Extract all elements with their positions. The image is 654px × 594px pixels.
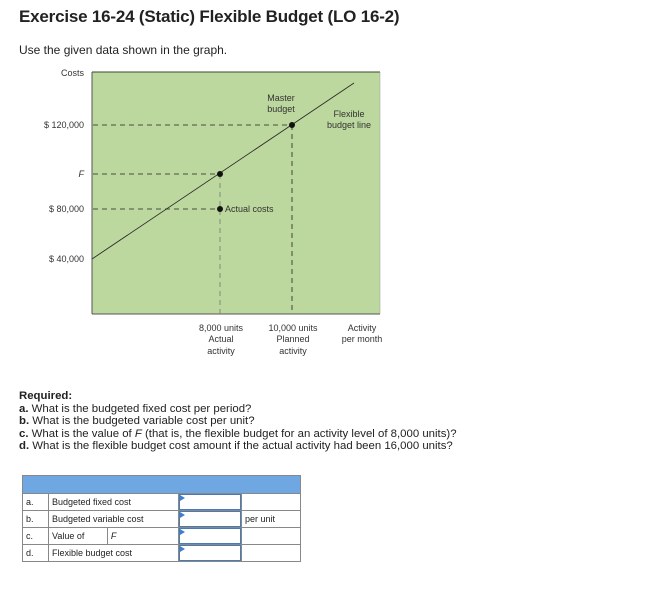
svg-text:Actual: Actual (208, 334, 233, 344)
table-row: d. Flexible budget cost (22, 544, 301, 562)
svg-text:activity: activity (207, 346, 235, 356)
flexible-budget-line (91, 82, 355, 260)
actual-costs-point (217, 206, 223, 212)
value-of-f-input[interactable] (179, 528, 241, 544)
required-section: Required: a. What is the budgeted fixed … (19, 390, 457, 453)
svg-text:$ 80,000: $ 80,000 (49, 204, 84, 214)
flexible-budget-graph: Costs $ 120,000 F $ 80,000 $ 40,000 Mast… (44, 68, 383, 356)
table-row: b. Budgeted variable cost per unit (22, 510, 301, 528)
question-d: d. What is the flexible budget cost amou… (19, 440, 453, 452)
required-heading: Required: (19, 390, 73, 402)
svg-text:Planned: Planned (276, 334, 309, 344)
svg-text:Master: Master (267, 93, 295, 103)
instructions: Use the given data shown in the graph. (19, 43, 228, 57)
svg-text:F: F (79, 169, 85, 179)
table-row: a. Budgeted fixed cost (22, 493, 301, 511)
answer-table: a. Budgeted fixed cost b. Budgeted varia… (22, 475, 301, 562)
master-budget-point (289, 122, 295, 128)
svg-text:budget: budget (267, 104, 295, 114)
budgeted-variable-cost-input[interactable] (179, 511, 241, 527)
flexible-budget-cost-input[interactable] (179, 545, 241, 561)
table-row: c. Value of F (22, 527, 301, 545)
svg-text:8,000 units: 8,000 units (199, 323, 244, 333)
svg-text:budget line: budget line (327, 120, 371, 130)
svg-text:$ 40,000: $ 40,000 (49, 254, 84, 264)
question-c: c. What is the value of F (that is, the … (19, 427, 457, 440)
svg-text:activity: activity (279, 346, 307, 356)
svg-text:per month: per month (342, 334, 383, 344)
question-b: b. What is the budgeted variable cost pe… (19, 415, 255, 427)
answer-table-header (22, 475, 301, 494)
svg-text:Activity: Activity (348, 323, 377, 333)
y-axis-title: Costs (61, 68, 85, 78)
budgeted-fixed-cost-input[interactable] (179, 494, 241, 510)
svg-text:10,000 units: 10,000 units (268, 323, 318, 333)
question-a: a. What is the budgeted fixed cost per p… (19, 402, 252, 415)
f-point (217, 171, 223, 177)
svg-text:Flexible: Flexible (333, 109, 364, 119)
svg-text:$ 120,000: $ 120,000 (44, 120, 84, 130)
svg-text:Actual costs: Actual costs (225, 204, 274, 214)
page-title: Exercise 16-24 (Static) Flexible Budget … (19, 7, 400, 26)
